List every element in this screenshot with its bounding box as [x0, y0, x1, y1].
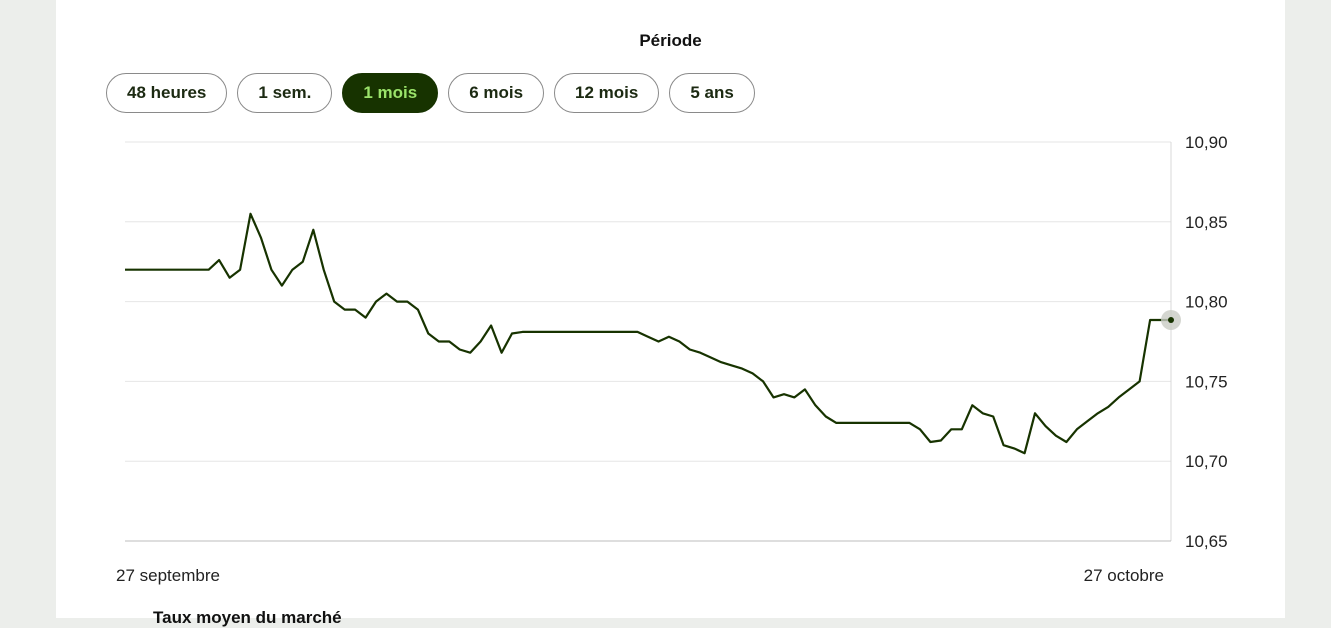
- period-5y-button[interactable]: 5 ans: [669, 73, 755, 113]
- period-6m-button[interactable]: 6 mois: [448, 73, 545, 113]
- period-1w-button[interactable]: 1 sem.: [237, 73, 333, 113]
- grid-lines: [125, 141, 1171, 542]
- end-point-marker[interactable]: [1168, 316, 1174, 323]
- period-48h-button[interactable]: 48 heures: [106, 73, 228, 113]
- period-label: Période: [639, 31, 702, 50]
- x-tick-start: 27 septembre: [116, 566, 220, 585]
- y-tick-label: 10,75: [1185, 372, 1228, 391]
- period-1m-button[interactable]: 1 mois: [342, 73, 439, 113]
- series-line: [125, 212, 1171, 455]
- legend-text: Taux moyen du marché: [153, 608, 342, 627]
- period-selector: 48 heures 1 sem. 1 mois 6 mois 12 mois 5…: [106, 73, 755, 113]
- period-12m-button[interactable]: 12 mois: [554, 73, 660, 113]
- x-tick-end: 27 octobre: [1084, 566, 1164, 585]
- y-tick-label: 10,70: [1185, 452, 1228, 471]
- y-tick-label: 10,80: [1185, 293, 1228, 312]
- y-axis-ticks: 10,90 10,85 10,80 10,75 10,70 10,65: [1185, 133, 1228, 551]
- y-tick-label: 10,65: [1185, 532, 1228, 551]
- y-tick-label: 10,85: [1185, 213, 1228, 232]
- y-tick-label: 10,90: [1185, 133, 1228, 152]
